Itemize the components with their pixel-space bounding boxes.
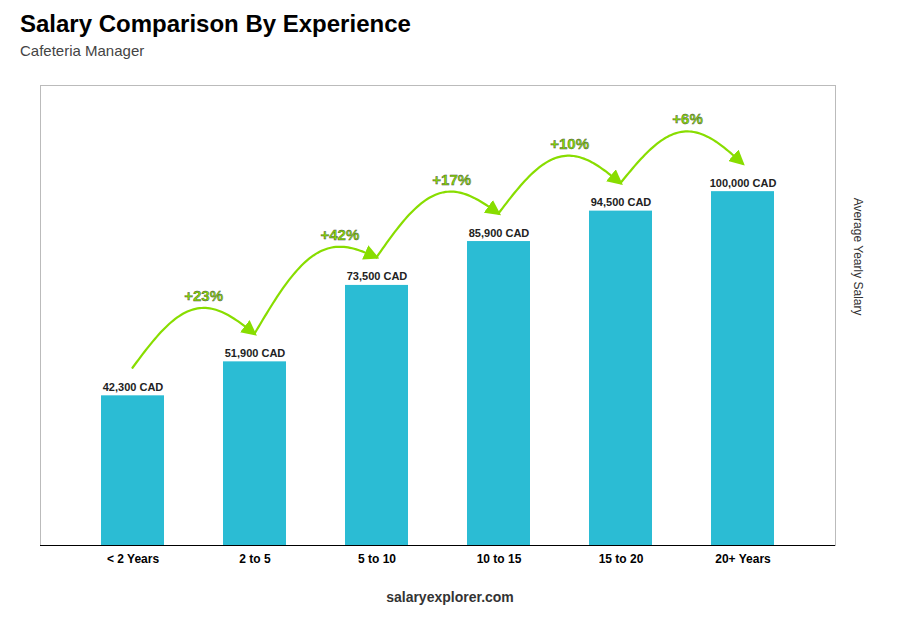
- svg-text:+23%: +23%: [184, 287, 223, 304]
- svg-text:100,000 CAD: 100,000 CAD: [710, 177, 777, 189]
- svg-text:+10%: +10%: [550, 135, 589, 152]
- svg-text:10 to 15: 10 to 15: [477, 552, 522, 566]
- html-text:Salary Comparison By Experienc: Salary Comparison By Experience: [20, 10, 411, 37]
- svg-text:+42%: +42%: [321, 226, 360, 243]
- svg-text:42,300 CAD: 42,300 CAD: [103, 381, 164, 393]
- html-text:Cafeteria Manager: Cafeteria Manager: [20, 42, 145, 59]
- svg-text:85,900 CAD: 85,900 CAD: [469, 227, 530, 239]
- svg-text:Average Yearly Salary: Average Yearly Salary: [851, 198, 865, 316]
- svg-text:2 to 5: 2 to 5: [239, 552, 271, 566]
- svg-text:51,900 CAD: 51,900 CAD: [225, 347, 286, 359]
- svg-text:73,500 CAD: 73,500 CAD: [347, 270, 408, 282]
- svg-text:5 to 10: 5 to 10: [358, 552, 396, 566]
- svg-text:< 2 Years: < 2 Years: [107, 552, 159, 566]
- svg-text:+6%: +6%: [672, 110, 702, 127]
- svg-text:+17%: +17%: [432, 171, 471, 188]
- html-text:salaryexplorer.com: salaryexplorer.com: [386, 589, 514, 605]
- svg-text:20+ Years: 20+ Years: [715, 552, 771, 566]
- svg-text:15 to 20: 15 to 20: [599, 552, 644, 566]
- svg-text:94,500 CAD: 94,500 CAD: [591, 196, 652, 208]
